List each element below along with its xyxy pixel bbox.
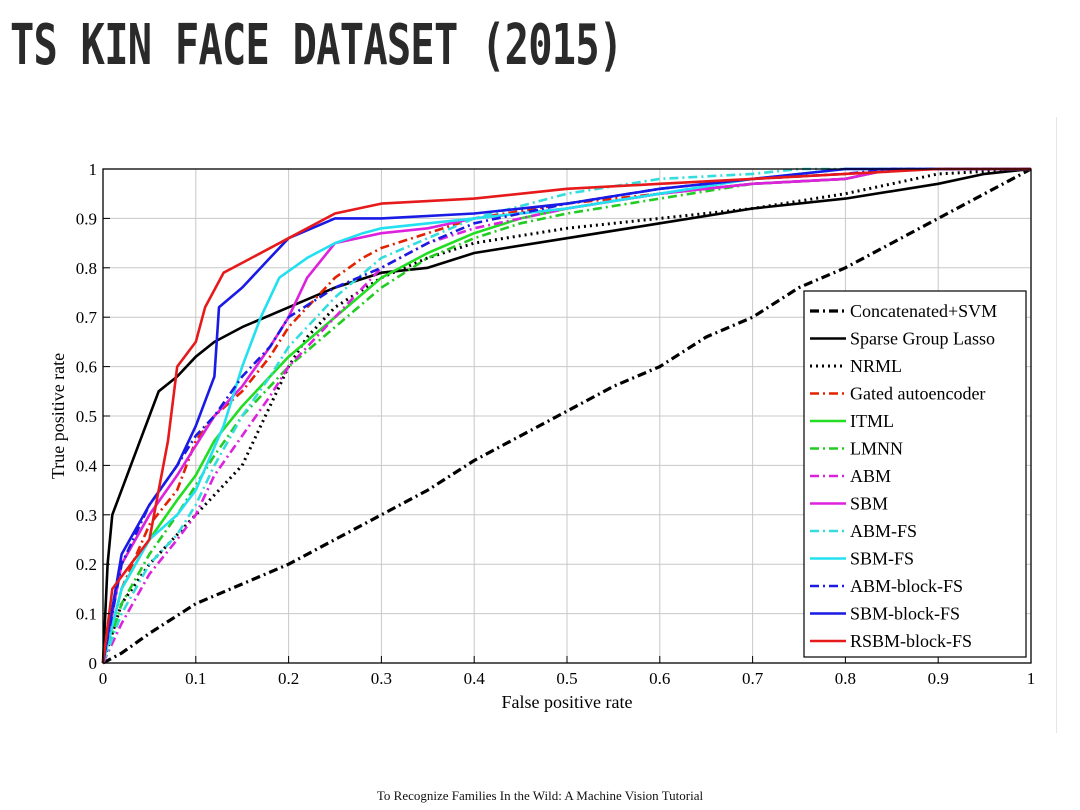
legend-label-1: Sparse Group Lasso bbox=[850, 329, 995, 349]
x-tick-label: 0.7 bbox=[742, 669, 764, 688]
series-line-9 bbox=[101, 167, 1031, 664]
y-tick-label: 0 bbox=[89, 654, 98, 673]
legend-label-0: Concatenated+SVM bbox=[850, 301, 997, 321]
y-tick-label: 1 bbox=[89, 160, 98, 179]
x-tick-label: 0.9 bbox=[928, 669, 949, 688]
x-axis-label: False positive rate bbox=[502, 692, 633, 712]
y-tick-label: 0.3 bbox=[76, 506, 97, 525]
series-line-2 bbox=[101, 167, 1032, 664]
legend-label-8: ABM-FS bbox=[850, 521, 917, 541]
y-tick-label: 0.6 bbox=[76, 358, 97, 377]
figure-panel: 0 0.1 0.2 0.3 0.4 0.5 0.6 0.7 0.8 0.9 1 0 0.1 0.2 0.3 0… bbox=[24, 117, 1057, 733]
x-tick-label: 0.3 bbox=[371, 669, 392, 688]
x-tick-label: 0.8 bbox=[835, 669, 856, 688]
slide-title: TS KIN FACE DATASET (2015) bbox=[10, 13, 623, 78]
legend-label-11: SBM-block-FS bbox=[850, 604, 960, 624]
series-line-0 bbox=[102, 167, 1032, 665]
legend-label-7: SBM bbox=[850, 494, 888, 514]
slide-footer: To Recognize Families In the Wild: A Mac… bbox=[376, 788, 704, 803]
x-tick-label: 0.6 bbox=[649, 669, 670, 688]
legend-box bbox=[803, 290, 1027, 658]
y-tick-label: 0.8 bbox=[76, 259, 97, 278]
tick-layer: 0 0.1 0.2 0.3 0.4 0.5 0.6 0.7 0.8 0.9 1 0 0.1 0.2 0.3 0… bbox=[76, 160, 1036, 688]
series-line-7 bbox=[101, 167, 1031, 664]
y-axis-label: True positive rate bbox=[48, 353, 68, 479]
series-line-1 bbox=[101, 167, 1032, 664]
x-tick-label: 0.5 bbox=[556, 669, 577, 688]
legend-label-10: ABM-block-FS bbox=[850, 576, 963, 596]
y-tick-label: 0.1 bbox=[76, 605, 97, 624]
x-tick-label: 0.1 bbox=[185, 669, 206, 688]
y-tick-label: 0.9 bbox=[76, 209, 97, 228]
legend-label-5: LMNN bbox=[850, 439, 903, 459]
roc-chart: 0 0.1 0.2 0.3 0.4 0.5 0.6 0.7 0.8 0.9 1 0 0.1 0.2 0.3 0… bbox=[48, 160, 1036, 712]
x-tick-label: 0 bbox=[99, 669, 108, 688]
legend-label-2: NRML bbox=[850, 356, 902, 376]
legend-label-6: ABM bbox=[850, 466, 891, 486]
legend-label-9: SBM-FS bbox=[850, 549, 914, 569]
legend: Concatenated+SVM Sparse Group Lasso NRML Ga… bbox=[803, 290, 1027, 658]
y-tick-label: 0.7 bbox=[76, 308, 98, 327]
x-tick-label: 0.4 bbox=[464, 669, 486, 688]
legend-label-3: Gated autoencoder bbox=[850, 384, 985, 404]
legend-label-12: RSBM-block-FS bbox=[850, 631, 972, 651]
y-tick-label: 0.5 bbox=[76, 407, 97, 426]
x-tick-label: 1 bbox=[1027, 669, 1036, 688]
x-tick-label: 0.2 bbox=[278, 669, 299, 688]
series-line-8 bbox=[101, 167, 1031, 664]
y-tick-label: 0.4 bbox=[76, 456, 98, 475]
legend-label-4: ITML bbox=[850, 411, 894, 431]
y-tick-label: 0.2 bbox=[76, 555, 97, 574]
series-line-12 bbox=[101, 167, 1031, 664]
series-layer bbox=[101, 167, 1032, 665]
